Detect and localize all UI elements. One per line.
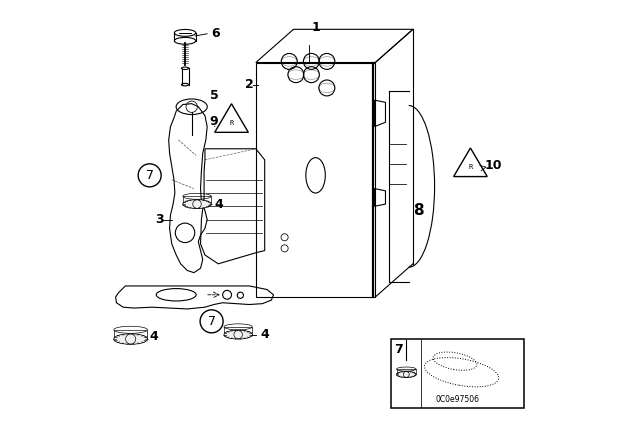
Text: 3: 3 (156, 213, 164, 226)
Text: 0C0e97506: 0C0e97506 (435, 395, 479, 404)
Text: 4: 4 (150, 330, 159, 343)
Text: 7: 7 (394, 343, 403, 356)
Ellipse shape (114, 334, 147, 345)
Text: 8: 8 (413, 203, 424, 218)
Text: 4: 4 (260, 328, 269, 341)
Text: 2: 2 (244, 78, 253, 91)
Text: 7: 7 (207, 315, 216, 328)
Ellipse shape (224, 330, 252, 339)
Text: 9: 9 (209, 115, 218, 128)
Text: 5: 5 (211, 89, 219, 102)
Ellipse shape (397, 371, 416, 378)
Text: 4: 4 (214, 198, 223, 211)
Text: 1: 1 (311, 21, 320, 34)
Ellipse shape (183, 200, 211, 209)
Ellipse shape (174, 30, 196, 36)
Text: 6: 6 (212, 27, 220, 40)
Text: 7: 7 (146, 169, 154, 182)
Text: R: R (229, 120, 234, 126)
Text: R: R (468, 164, 472, 170)
Text: 10: 10 (484, 159, 502, 172)
Ellipse shape (182, 67, 189, 69)
